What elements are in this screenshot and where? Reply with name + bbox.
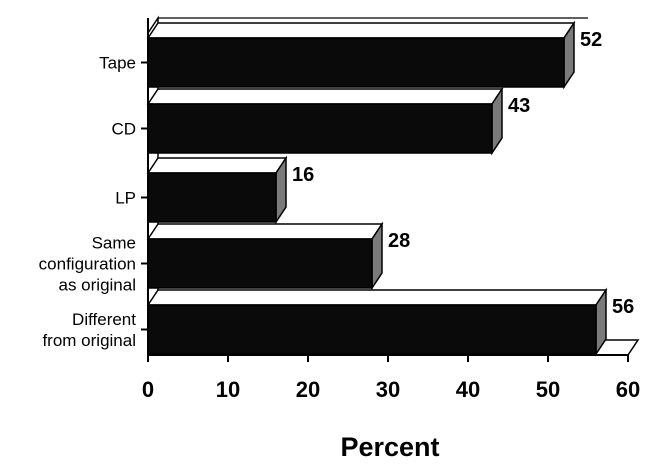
y-tick-label: Same (92, 234, 136, 253)
y-tick-label: CD (111, 120, 136, 139)
data-label: 16 (292, 164, 314, 186)
x-tick-label: 50 (536, 377, 560, 402)
y-tick-label: as original (59, 276, 137, 295)
bar-top-face (146, 289, 608, 306)
y-tick-label: from original (42, 331, 136, 350)
y-tick-label: Tape (99, 54, 136, 73)
bar-top-face (146, 22, 576, 39)
x-tick-label: 0 (142, 377, 154, 402)
bar (147, 238, 373, 289)
bar-top-face (146, 223, 384, 240)
bar (147, 172, 277, 223)
data-label: 52 (580, 29, 602, 51)
data-label: 28 (388, 230, 410, 252)
y-tick-label: LP (115, 189, 136, 208)
bar (147, 304, 597, 355)
x-tick-label: 20 (296, 377, 320, 402)
x-tick-label: 40 (456, 377, 480, 402)
x-tick-label: 60 (616, 377, 640, 402)
data-label: 56 (612, 296, 634, 318)
bar-top-face (146, 88, 504, 105)
bar-top-face (146, 157, 288, 174)
x-tick-label: 30 (376, 377, 400, 402)
x-tick-label: 10 (216, 377, 240, 402)
bar (147, 37, 565, 88)
y-tick-label: Different (72, 310, 136, 329)
data-label: 43 (508, 95, 530, 117)
bar (147, 103, 493, 154)
x-axis-title: Percent (340, 432, 440, 462)
y-tick-label: configuration (39, 255, 136, 274)
